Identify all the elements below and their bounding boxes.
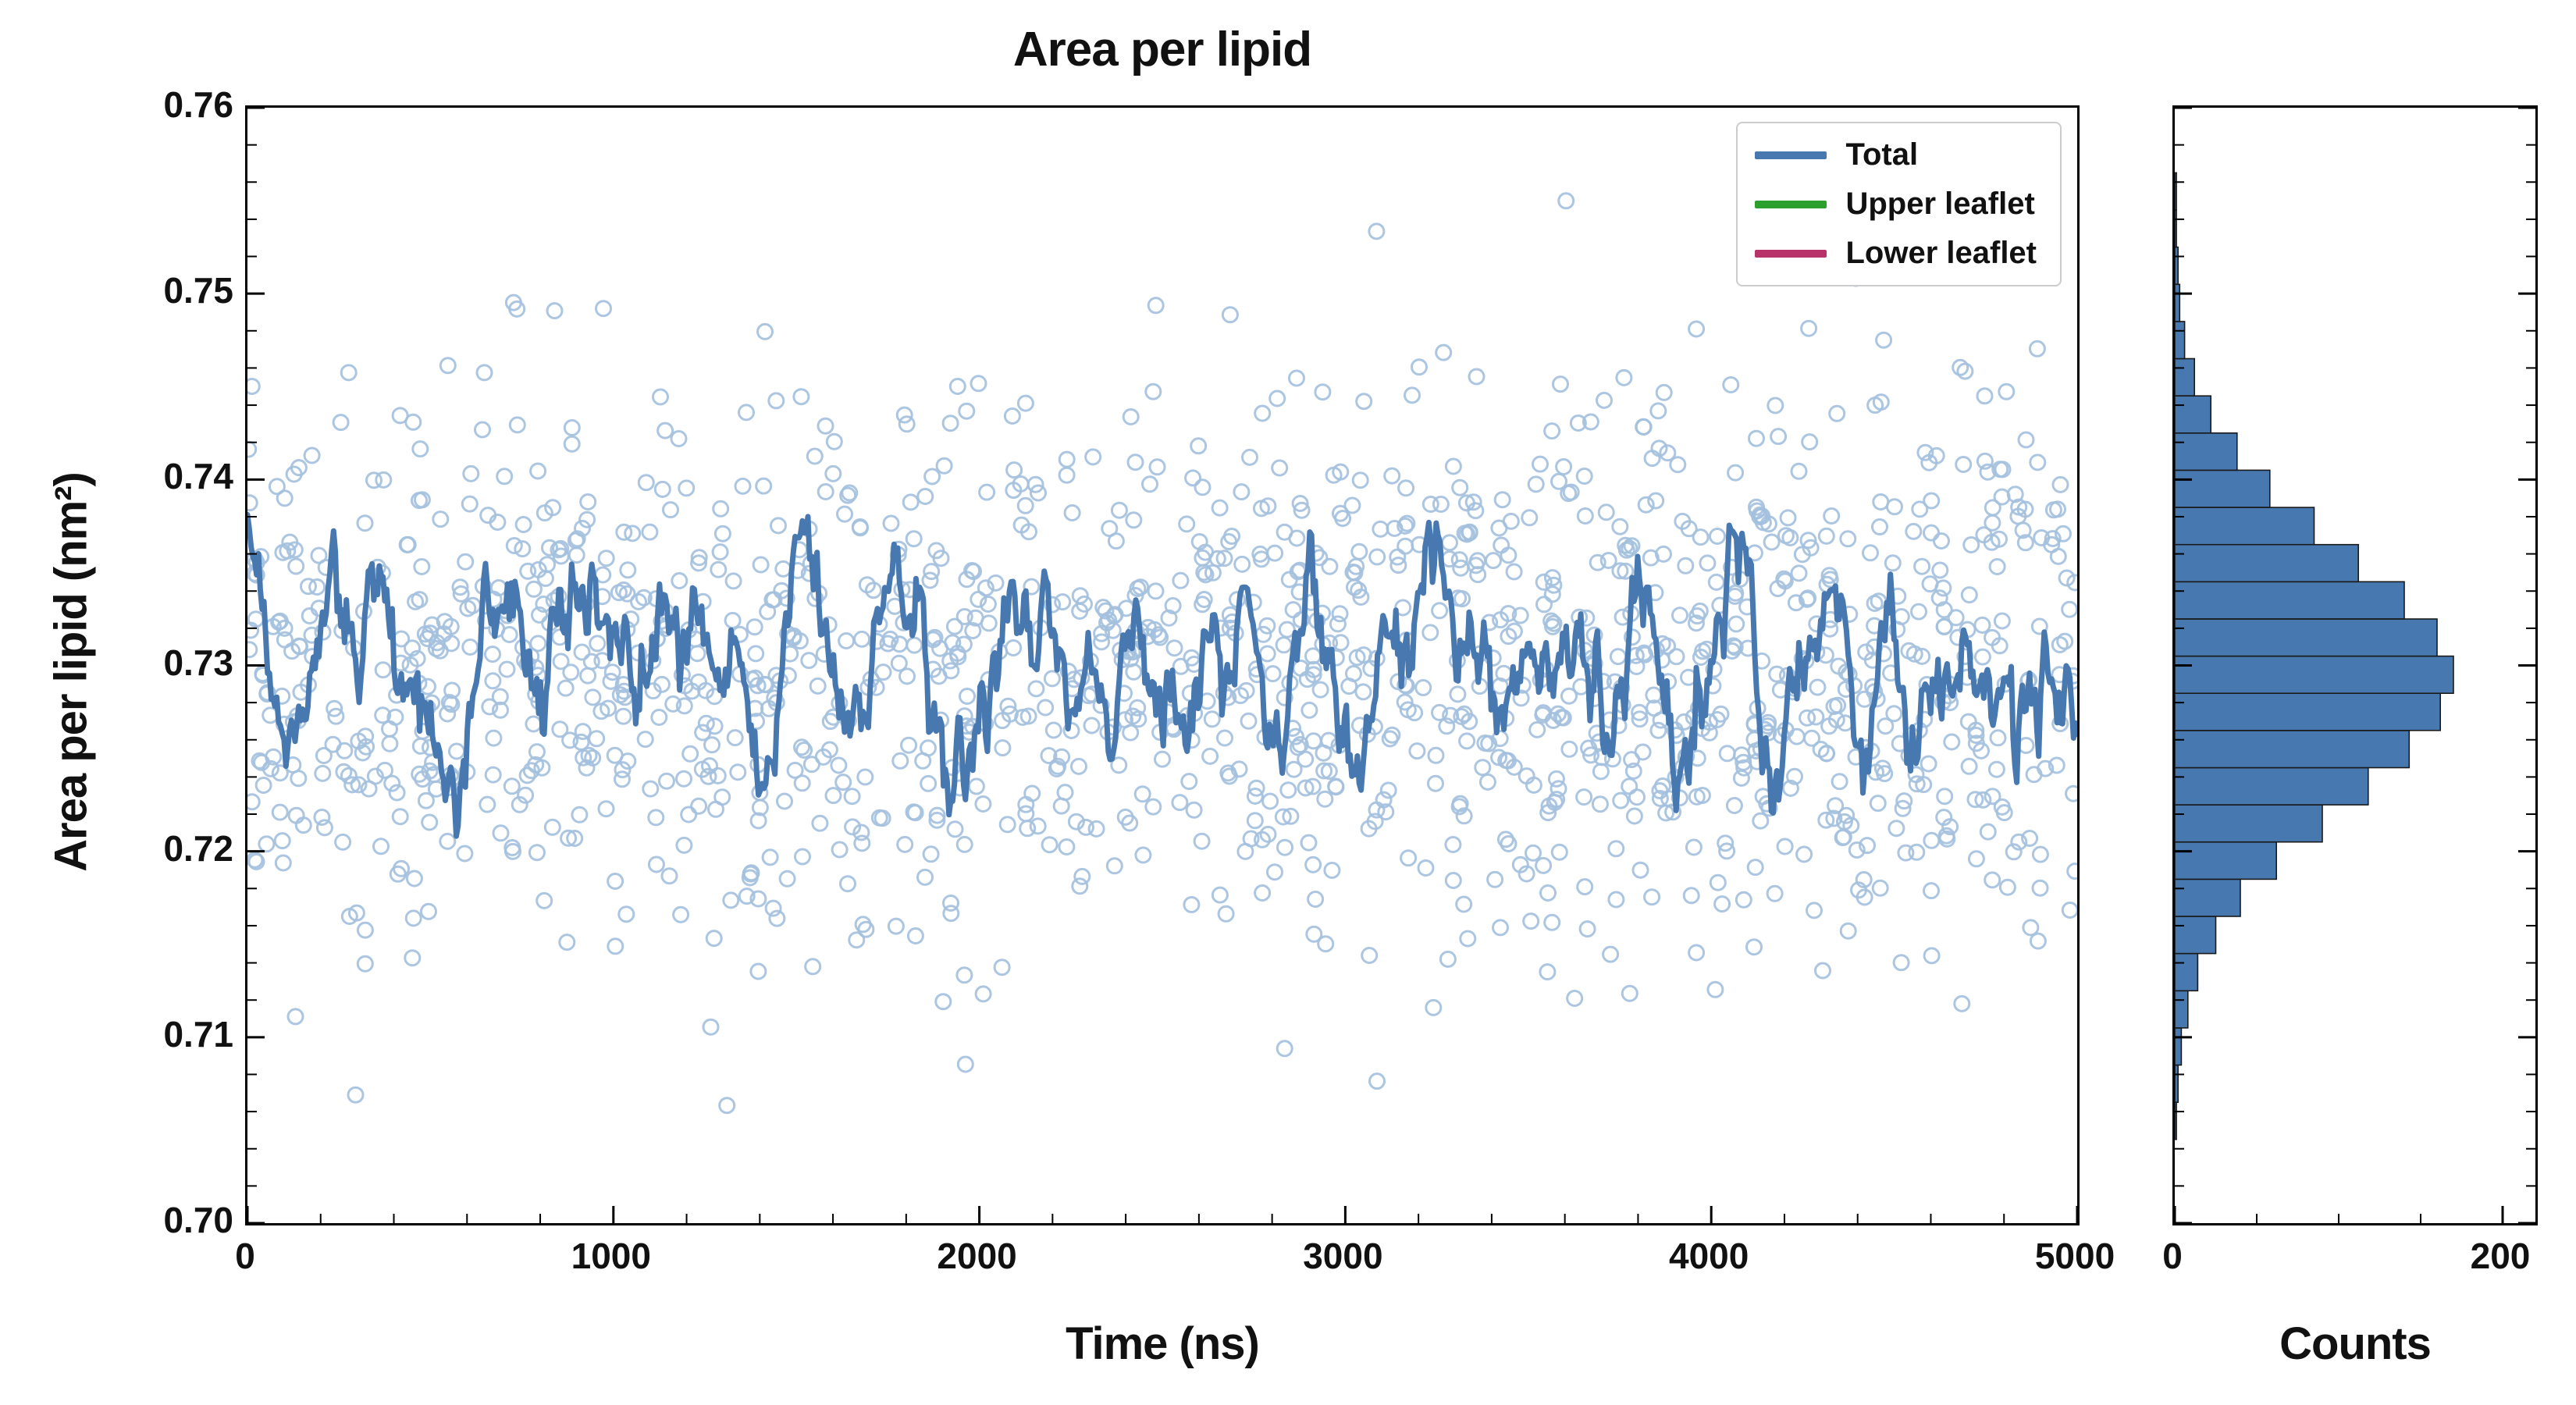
y-tick-label: 0.73 <box>163 642 233 683</box>
x-tick-label: 0 <box>235 1236 255 1276</box>
x-tick-label: 0 <box>2162 1236 2183 1276</box>
histogram-axes <box>2172 105 2538 1225</box>
legend-swatch-lower-leaflet <box>1755 249 1827 258</box>
legend-entry-lower-leaflet: Lower leaflet <box>1755 236 2037 271</box>
x-tick-label: 200 <box>2470 1236 2531 1276</box>
histogram-bars <box>2175 172 2454 1140</box>
x-tick-label: 1000 <box>571 1236 651 1276</box>
legend-swatch-total <box>1755 151 1827 159</box>
y-tick-label: 0.71 <box>163 1013 233 1055</box>
x-axis-label: Time (ns) <box>1066 1318 1260 1369</box>
legend-entry-upper-leaflet: Upper leaflet <box>1755 187 2037 222</box>
x-tick-label: 2000 <box>937 1236 1017 1276</box>
x-tick-label: 4000 <box>1669 1236 1749 1276</box>
total-line <box>247 511 2077 839</box>
legend-label-lower-leaflet: Lower leaflet <box>1845 236 2037 270</box>
main-plot-svg <box>247 108 2077 1223</box>
x-tick-label: 5000 <box>2034 1236 2115 1276</box>
main-axes: Total Upper leaflet Lower leaflet <box>245 105 2080 1225</box>
y-axis-label: Area per lipid (nm²) <box>45 472 97 872</box>
y-tick-label: 0.70 <box>163 1200 233 1240</box>
legend-label-total: Total <box>1845 137 1919 172</box>
y-tick-label: 0.74 <box>163 456 233 497</box>
x-tick-label: 3000 <box>1303 1236 1383 1276</box>
hist-x-axis-label: Counts <box>2279 1318 2432 1369</box>
y-tick-label: 0.72 <box>163 827 233 869</box>
chart-title: Area per lipid <box>1012 23 1312 76</box>
legend-entry-total: Total <box>1755 137 2037 173</box>
legend-swatch-upper-leaflet <box>1755 200 1827 208</box>
histogram-plot-svg <box>2175 108 2535 1223</box>
legend: Total Upper leaflet Lower leaflet <box>1736 122 2062 286</box>
legend-label-upper-leaflet: Upper leaflet <box>1845 187 2035 221</box>
y-tick-label: 0.75 <box>163 270 233 311</box>
y-tick-label: 0.76 <box>163 84 233 125</box>
